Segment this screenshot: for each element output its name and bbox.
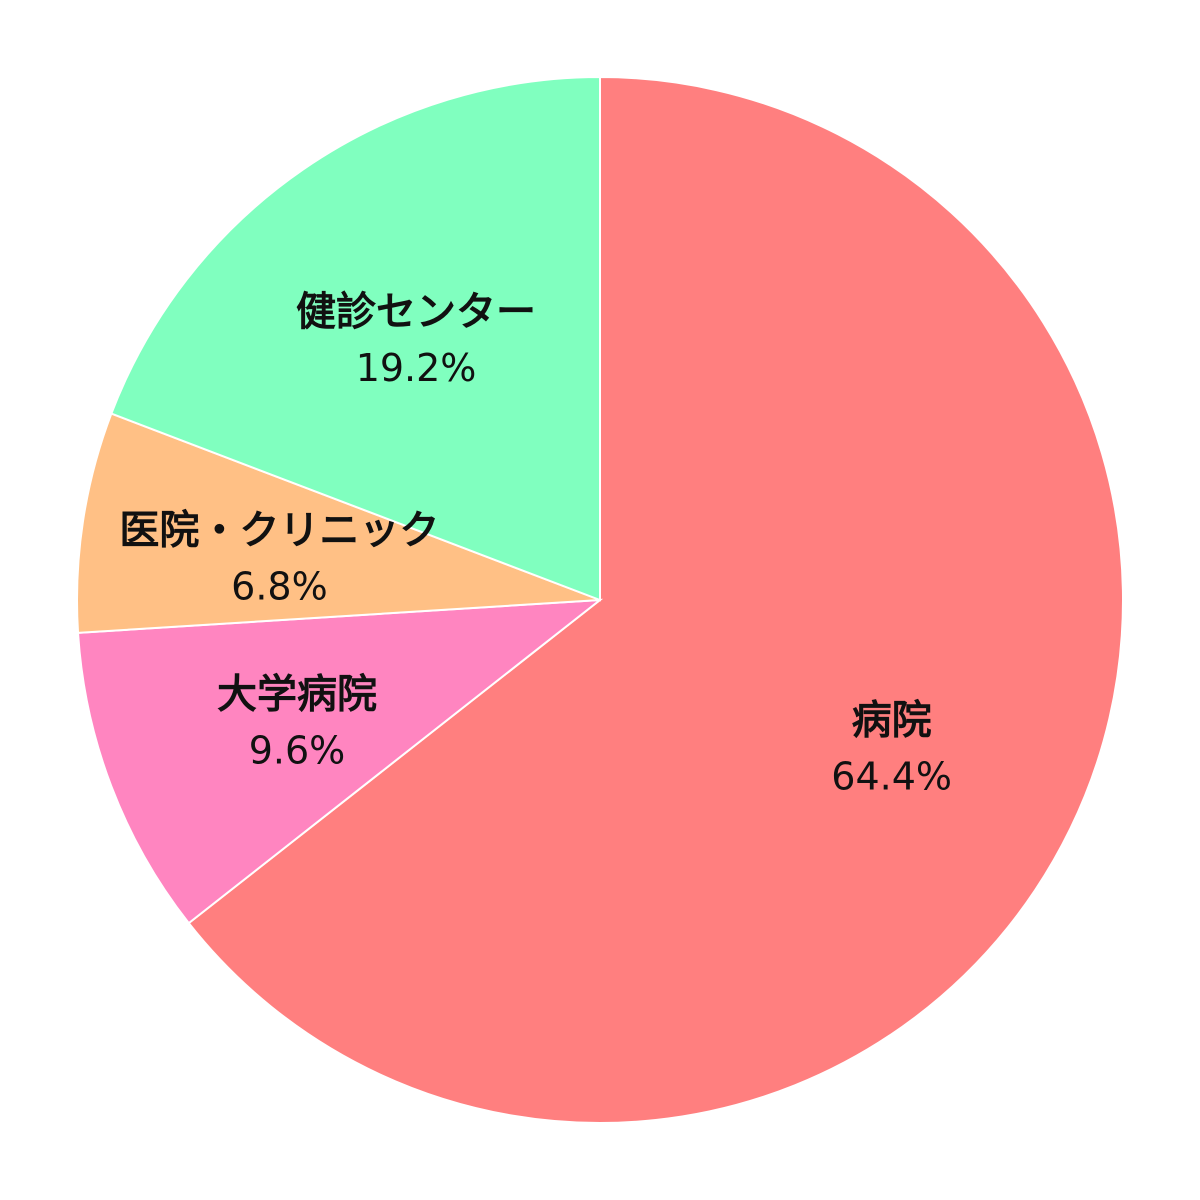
pie-slice <box>187 75 1124 1124</box>
slice-value-label: 9.6% <box>249 729 346 773</box>
slice-value-label: 6.8% <box>231 564 328 608</box>
pie-slices <box>76 75 1124 1124</box>
slice-label: 健診センター <box>296 289 536 335</box>
pie-labels: 病院 64.4% 大学病院 9.6% 医院・クリニック 6.8% 健診センター 19.2% <box>119 289 952 799</box>
pie-slice <box>76 412 601 634</box>
slice-value-label: 64.4% <box>831 755 952 799</box>
slice-value-label: 19.2% <box>356 346 477 390</box>
slice-label: 病院 <box>852 698 932 744</box>
pie-slice <box>110 75 601 602</box>
pie-slice <box>76 598 604 925</box>
slice-label: 医院・クリニック <box>119 507 439 553</box>
slice-label: 大学病院 <box>217 672 377 718</box>
